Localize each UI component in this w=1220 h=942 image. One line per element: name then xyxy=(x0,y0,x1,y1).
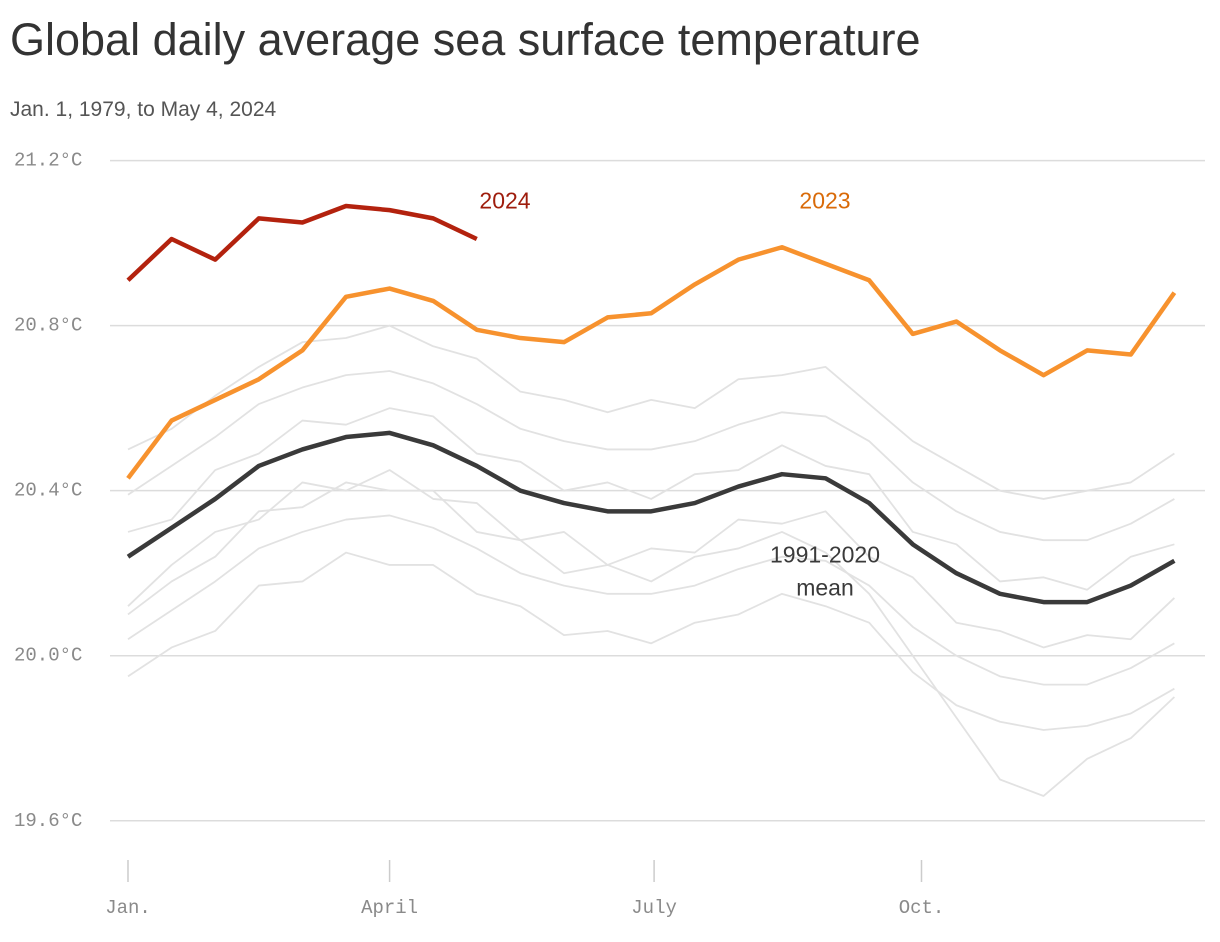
series-label: 2023 xyxy=(799,187,851,214)
background-line xyxy=(127,551,1175,731)
background-line xyxy=(127,481,1175,797)
chart-subtitle: Jan. 1, 1979, to May 4, 2024 xyxy=(10,98,277,121)
background-line xyxy=(127,469,1175,649)
series-line xyxy=(126,430,1176,605)
series-line xyxy=(126,245,1177,480)
background-line xyxy=(127,324,1175,500)
y-tick-label: 20.0°C xyxy=(14,645,82,667)
chart-title: Global daily average sea surface tempera… xyxy=(10,14,921,65)
series-line xyxy=(126,203,478,282)
y-tick-label: 20.8°C xyxy=(14,315,82,337)
x-tick-label: Jan. xyxy=(105,897,151,919)
x-tick-label: Oct. xyxy=(899,897,945,919)
y-tick-label: 20.4°C xyxy=(14,480,82,502)
background-line xyxy=(127,407,1175,591)
x-tick-label: April xyxy=(361,897,418,919)
x-tick-label: July xyxy=(631,897,677,919)
y-tick-label: 19.6°C xyxy=(14,810,82,832)
y-tick-label: 21.2°C xyxy=(14,150,82,172)
series-label: 2024 xyxy=(479,187,531,214)
background-line xyxy=(127,514,1175,686)
series-label: 1991-2020 mean xyxy=(770,541,880,601)
background-line xyxy=(127,370,1175,542)
